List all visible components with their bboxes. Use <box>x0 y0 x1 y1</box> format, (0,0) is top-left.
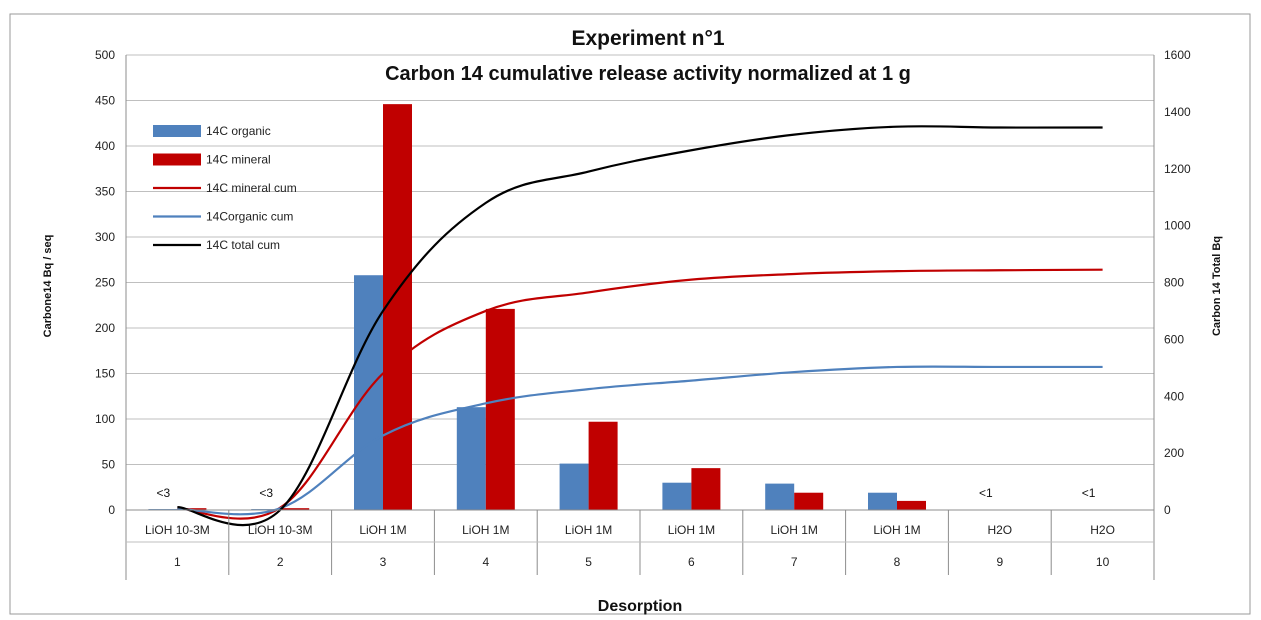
x-tick-label-2: 2 <box>277 555 284 569</box>
y2-tick-label-1600: 1600 <box>1164 48 1191 62</box>
y2-tick-label-400: 400 <box>1164 389 1184 403</box>
y2-tick-label-800: 800 <box>1164 276 1184 290</box>
bar-14C-mineral-4 <box>485 308 515 510</box>
bar-14C-organic-8 <box>868 492 897 510</box>
legend-label-14C-mineral-cum: 14C mineral cum <box>206 181 297 195</box>
y-tick-label-100: 100 <box>95 412 115 426</box>
chart-subtitle: Carbon 14 cumulative release activity no… <box>385 63 911 85</box>
y-tick-label-400: 400 <box>95 139 115 153</box>
lines <box>177 125 1103 527</box>
bar-14C-organic-5 <box>559 463 589 510</box>
y-tick-label-0: 0 <box>108 503 115 517</box>
y-tick-label-250: 250 <box>95 276 115 290</box>
legend-label-14C-mineral: 14C mineral <box>206 153 271 167</box>
annotation-9: <1 <box>979 486 993 500</box>
x-tick-label-3: 3 <box>380 555 387 569</box>
line-14C-total-cum <box>177 125 1103 527</box>
legend-label-14C-total-cum: 14C total cum <box>206 238 280 252</box>
y-tick-label-300: 300 <box>95 230 115 244</box>
y-tick-label-350: 350 <box>95 185 115 199</box>
bar-14C-mineral-7 <box>794 492 824 510</box>
y2-tick-label-200: 200 <box>1164 446 1184 460</box>
x-group-label-2: LiOH 10-3M <box>248 523 313 537</box>
x-tick-label-9: 9 <box>996 555 1003 569</box>
bar-14C-organic-6 <box>662 482 692 510</box>
x-axis-title: Desorption <box>598 598 682 615</box>
bar-14C-organic-7 <box>765 483 795 510</box>
y-tick-label-450: 450 <box>95 94 115 108</box>
bars <box>148 104 926 510</box>
axes: 0 50 100 150 200 250 300 350 400 450 500 0 200 400 600… <box>95 48 1191 580</box>
bar-14C-mineral-3 <box>383 104 412 510</box>
x-group-label-9: H2O <box>987 523 1012 537</box>
x-tick-label-5: 5 <box>585 555 592 569</box>
x-group-label-5: LiOH 1M <box>565 523 612 537</box>
y-tick-label-500: 500 <box>95 48 115 62</box>
labels: Experiment n°1 Carbon 14 cumulative rele… <box>42 27 1223 615</box>
bar-14C-mineral-2 <box>280 508 310 510</box>
x-group-label-1: LiOH 10-3M <box>145 523 210 537</box>
y-tick-label-200: 200 <box>95 321 115 335</box>
legend-swatch-14C-mineral <box>153 153 201 166</box>
line-14Corganic-cum <box>177 365 1103 516</box>
x-group-label-4: LiOH 1M <box>462 523 509 537</box>
x-group-label-8: LiOH 1M <box>873 523 920 537</box>
y2-tick-label-600: 600 <box>1164 332 1184 346</box>
x-tick-label-1: 1 <box>174 555 181 569</box>
legend-label-14Corganic-cum: 14Corganic cum <box>206 210 293 224</box>
x-tick-label-4: 4 <box>482 555 489 569</box>
chart-title: Experiment n°1 <box>571 27 724 50</box>
y-tick-label-150: 150 <box>95 367 115 381</box>
y-axis-title: Carbone14 Bq / seq <box>42 235 54 338</box>
x-group-label-10: H2O <box>1090 523 1115 537</box>
y-tick-label-50: 50 <box>102 458 116 472</box>
y2-tick-label-0: 0 <box>1164 503 1171 517</box>
x-tick-label-10: 10 <box>1096 555 1110 569</box>
bar-14C-mineral-8 <box>897 500 926 510</box>
x-tick-label-7: 7 <box>791 555 798 569</box>
legend-swatch-14C-organic <box>153 125 201 137</box>
gridlines <box>126 54 1154 465</box>
annotation-10: <1 <box>1082 486 1096 500</box>
bar-14C-mineral-5 <box>588 421 618 510</box>
y2-tick-label-1200: 1200 <box>1164 162 1191 176</box>
legend: 14C organic 14C mineral 14C mineral cum 14C… <box>153 124 297 252</box>
x-tick-label-8: 8 <box>894 555 901 569</box>
legend-label-14C-organic: 14C organic <box>206 124 271 138</box>
bar-14C-organic-3 <box>354 275 383 510</box>
line-14C-mineral-cum <box>177 268 1103 520</box>
y2-axis-title: Carbon 14 Total Bq <box>1211 236 1223 336</box>
x-group-label-7: LiOH 1M <box>771 523 818 537</box>
x-group-label-3: LiOH 1M <box>359 523 406 537</box>
x-group-label-6: LiOH 1M <box>668 523 715 537</box>
annotation-2: <3 <box>259 486 273 500</box>
bar-14C-mineral-6 <box>691 468 721 510</box>
bar-14C-organic-4 <box>456 407 486 510</box>
x-tick-label-6: 6 <box>688 555 695 569</box>
annotation-1: <3 <box>157 486 171 500</box>
y2-tick-label-1000: 1000 <box>1164 219 1191 233</box>
y2-tick-label-1400: 1400 <box>1164 105 1191 119</box>
